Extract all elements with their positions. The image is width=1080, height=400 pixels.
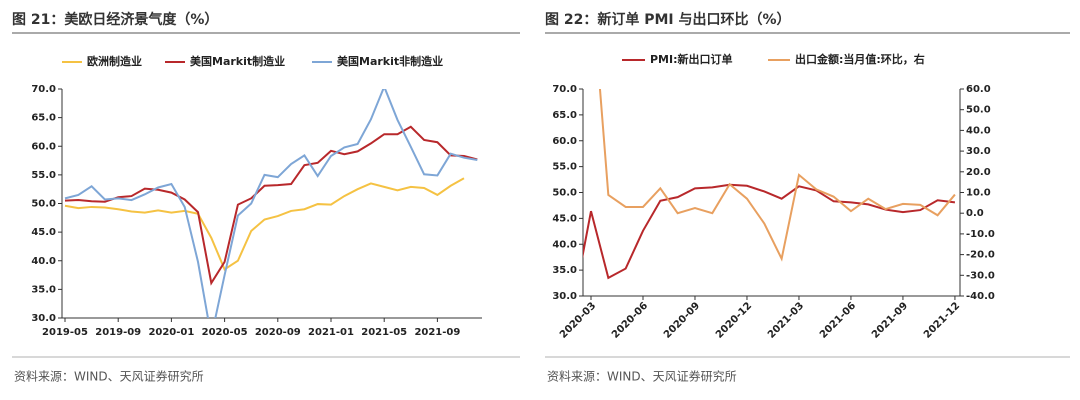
x-tick-label: 2021-09 [414,327,460,338]
y-tick-label: 65.0 [552,110,577,121]
x-tick-label: 2021-03 [766,300,806,340]
series-line [64,89,478,318]
y2-tick-label: -10.0 [966,229,995,240]
y-tick-label: 35.0 [31,284,56,295]
legend-label: 出口金额:当月值:环比，右 [795,52,925,66]
y-tick-label: 30.0 [552,291,577,302]
y2-tick-label: 60.0 [966,84,991,95]
chart-title: 图 21：美欧日经济景气度（%） [12,11,218,28]
x-tick-label: 2021-12 [922,300,962,340]
x-tick-label: 2020-06 [610,300,650,340]
y-tick-label: 30.0 [31,313,56,324]
x-tick-label: 2021-09 [870,300,910,340]
x-tick-label: 2020-05 [202,327,248,338]
x-tick-label: 2021-05 [361,327,407,338]
y2-tick-label: 40.0 [966,125,991,136]
x-tick-label: 2019-05 [42,327,88,338]
y-tick-label: 65.0 [31,113,56,124]
x-tick-label: 2020-03 [558,300,598,340]
source-note: 资料来源：WIND、天风证券研究所 [14,369,204,384]
legend-label: 美国Markit非制造业 [337,54,443,68]
y-tick-label: 70.0 [552,84,577,95]
x-tick-label: 2021-06 [818,300,858,340]
y2-tick-label: -20.0 [966,250,995,261]
y-tick-label: 45.0 [31,227,56,238]
y-tick-label: 55.0 [31,170,56,181]
y2-tick-label: 10.0 [966,188,991,199]
y-tick-label: 50.0 [31,199,56,210]
x-tick-label: 2020-09 [255,327,301,338]
y2-tick-label: 30.0 [966,146,991,157]
series-line [64,125,478,286]
legend-label: PMI:新出口订单 [650,52,733,66]
y-tick-label: 55.0 [552,162,577,173]
y-tick-label: 40.0 [552,239,577,250]
y-tick-label: 35.0 [552,265,577,276]
legend-label: 欧洲制造业 [87,54,142,68]
series-line [583,183,956,280]
x-tick-label: 2020-12 [714,300,754,340]
legend-label: 美国Markit制造业 [190,54,285,68]
y-tick-label: 60.0 [31,141,56,152]
x-tick-label: 2020-01 [148,327,194,338]
y-tick-label: 70.0 [31,84,56,95]
source-note: 资料来源：WIND、天风证券研究所 [547,369,737,384]
y-tick-label: 50.0 [552,188,577,199]
y-tick-label: 60.0 [552,136,577,147]
y-tick-label: 40.0 [31,256,56,267]
chart-title: 图 22：新订单 PMI 与出口环比（%） [545,11,791,28]
y2-tick-label: -40.0 [966,291,995,302]
series-line [64,177,465,271]
x-tick-label: 2019-09 [95,327,141,338]
y-tick-label: 45.0 [552,213,577,224]
y2-tick-label: 20.0 [966,167,991,178]
x-tick-label: 2020-09 [662,300,702,340]
y2-tick-label: 0.0 [966,208,984,219]
x-tick-label: 2021-01 [308,327,354,338]
y2-tick-label: -30.0 [966,270,995,281]
y2-tick-label: 50.0 [966,105,991,116]
series-line [598,89,956,262]
